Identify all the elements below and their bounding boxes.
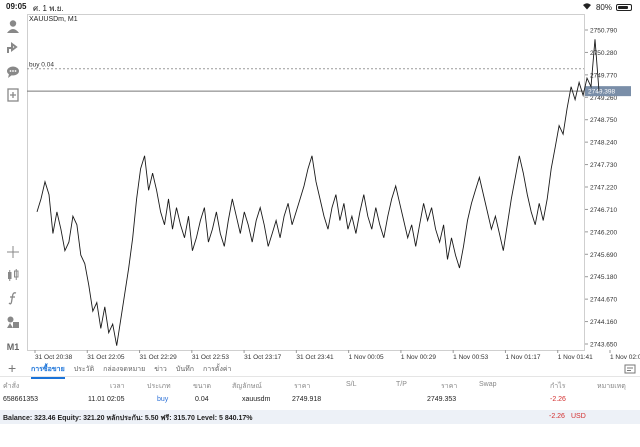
price-tick-label: 2750.280 [590,50,617,57]
col-price-now: ราคา [441,383,458,390]
col-price: ราคา [294,383,311,390]
position-row[interactable]: 658661353 11.01 02:05 buy 0.04 xauusdm 2… [0,394,640,408]
trade-icon[interactable] [5,40,21,56]
price-line [36,39,600,346]
tab-list: การซื้อขาย ประวัติ กล่องจดหมาย ข่าว บันท… [31,364,231,379]
time-tick-label: 1 Nov 01:41 [558,354,593,361]
indicators-icon[interactable] [5,290,21,306]
time-tick-label: 1 Nov 00:05 [349,354,384,361]
time-tick-label: 31 Oct 22:05 [87,354,125,361]
price-tick-label: 2748.750 [590,117,617,124]
col-order: คำสั่ง [3,383,20,390]
row-volume: 0.04 [195,396,209,403]
order-line-label: buy 0.04 [29,62,54,69]
date: ศ. 1 พ.ย. [33,4,64,13]
time-tick-label: 1 Nov 00:53 [453,354,488,361]
clock: 09:05 [6,2,27,11]
balance-summary: Balance: 323.46 Equity: 321.20 หลักประกั… [3,415,253,422]
price-tick-label: 2745.690 [590,252,617,259]
price-chart[interactable]: 2750.790 2750.280 2749.770 2749.260 2748.750… [27,14,640,363]
tab-mailbox[interactable]: กล่องจดหมาย [103,366,146,373]
col-time: เวลา [110,383,125,390]
tab-history[interactable]: ประวัติ [73,366,95,373]
price-tick-label: 2746.200 [590,229,617,236]
chart-toolbar: M1 [0,14,26,356]
account-summary: Balance: 323.46 Equity: 321.20 หลักประกั… [0,410,640,424]
terminal-tabs: + การซื้อขาย ประวัติ กล่องจดหมาย ข่าว บั… [0,360,640,379]
row-symbol: xauusdm [242,396,271,403]
crosshair-icon[interactable] [5,244,21,260]
time-tick-label: 1 Nov 01:17 [505,354,540,361]
price-tick-label: 2749.260 [590,95,617,102]
chat-icon[interactable] [5,64,21,80]
price-tick-label: 2743.650 [590,342,617,349]
tab-news[interactable]: ข่าว [154,366,167,373]
col-volume: ขนาด [193,383,212,390]
tab-settings[interactable]: การตั้งค่า [202,366,232,373]
col-comment: หมายเหตุ [597,383,626,390]
positions-header: คำสั่ง เวลา ประเภท ขนาด สัญลักษณ์ ราคา S… [0,379,640,392]
price-tick-label: 2746.710 [590,207,617,214]
row-profit: -2.26 [550,396,566,403]
objects-icon[interactable] [5,314,21,330]
plot-frame [27,14,585,351]
price-tick-label: 2749.770 [590,72,617,79]
row-order: 658661353 [3,396,39,403]
wifi-icon [582,2,592,12]
total-profit: -2.26 [549,413,565,420]
col-sl: S/L [346,381,357,388]
tab-journal[interactable]: บันทึก [175,366,194,373]
filter-icon[interactable] [624,362,636,374]
col-symbol: สัญลักษณ์ [232,383,262,390]
timeframe-button[interactable]: M1 [6,342,20,352]
price-tick-label: 2744.160 [590,319,617,326]
row-type: buy [157,396,169,403]
time-tick-label: 1 Nov 02:05 [610,354,640,361]
time-tick-label: 31 Oct 23:41 [296,354,334,361]
time-tick-label: 31 Oct 22:53 [192,354,230,361]
time-tick-label: 31 Oct 23:17 [244,354,282,361]
price-tick-label: 2744.670 [590,297,617,304]
price-tick-label: 2745.180 [590,274,617,281]
chart-type-icon[interactable] [5,267,21,283]
account-currency: USD [571,413,586,420]
col-swap: Swap [479,381,497,388]
time-tick-label: 31 Oct 20:38 [35,354,73,361]
col-profit: กำไร [550,383,566,390]
row-price-open: 2749.918 [292,396,322,403]
battery-percent: 80% [595,2,612,12]
status-bar: 09:05 ศ. 1 พ.ย. 80% [0,0,640,14]
time-tick-label: 1 Nov 00:29 [401,354,436,361]
chart-symbol-title: XAUUSDm, M1 [29,16,78,23]
status-right: 80% [582,2,632,12]
row-price-current: 2749.353 [427,396,457,403]
chart-canvas[interactable]: 2750.790 2750.280 2749.770 2749.260 2748.750… [27,14,640,363]
time-tick-label: 31 Oct 22:29 [140,354,178,361]
battery-icon [616,3,632,11]
price-tick-label: 2748.240 [590,140,617,147]
row-time: 11.01 02:05 [88,396,125,403]
current-price-label: 2749.398 [588,89,615,96]
col-type: ประเภท [147,383,171,390]
add-icon[interactable]: + [8,360,17,376]
new-order-icon[interactable] [5,87,21,103]
price-tick-label: 2750.790 [590,28,617,35]
tab-trade[interactable]: การซื้อขาย [31,364,65,379]
current-price-box [585,86,631,97]
price-tick-label: 2747.220 [590,185,617,192]
account-icon[interactable] [5,18,21,34]
col-tp: T/P [396,381,407,388]
price-tick-label: 2747.730 [590,162,617,169]
